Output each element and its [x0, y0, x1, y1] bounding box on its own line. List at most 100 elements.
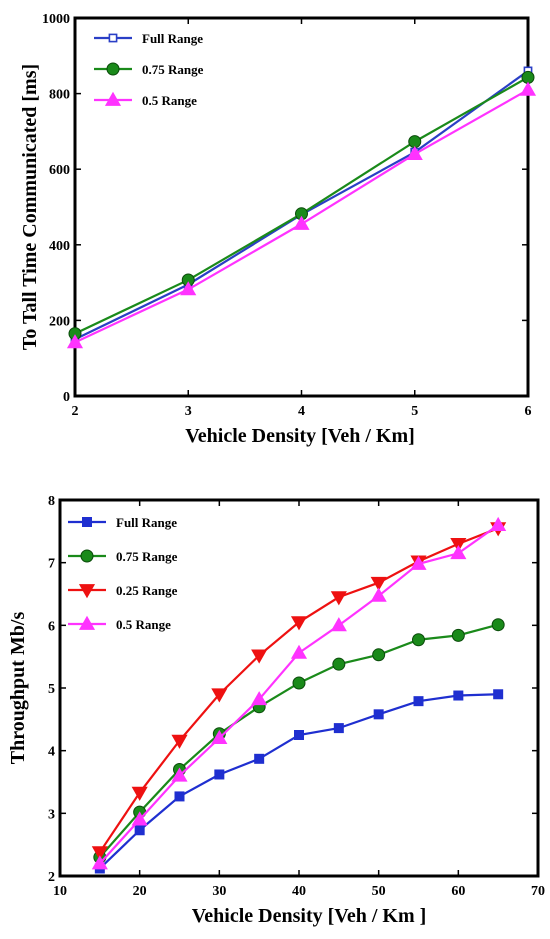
y-axis-label: Throughput Mb/s — [7, 612, 29, 765]
data-point — [370, 576, 387, 591]
data-point — [174, 791, 185, 802]
legend-label: 0.75 Range — [142, 62, 204, 77]
y-tick-label: 7 — [48, 557, 55, 572]
y-tick-label: 5 — [48, 682, 55, 697]
data-point — [406, 145, 423, 160]
series-line — [74, 76, 529, 335]
y-tick-label: 400 — [49, 239, 70, 254]
data-point — [408, 135, 422, 149]
legend-marker — [78, 584, 96, 599]
x-tick-label: 40 — [292, 884, 306, 899]
legend-label: 0.5 Range — [142, 93, 197, 108]
data-point — [412, 633, 425, 647]
data-point — [251, 691, 268, 706]
x-axis-label: Vehicle Density [Veh / Km ] — [192, 905, 427, 927]
y-tick-label: 2 — [48, 870, 55, 885]
legend-label: Full Range — [116, 515, 177, 530]
y-tick-label: 8 — [48, 494, 55, 509]
data-point — [251, 649, 268, 664]
data-point — [451, 628, 465, 642]
data-point — [293, 215, 310, 230]
legend-marker — [104, 91, 122, 106]
y-axis-label: To Tall Time Communicated [ms] — [19, 64, 41, 350]
data-point — [370, 587, 387, 602]
legend-label: Full Range — [142, 31, 203, 46]
data-point — [214, 769, 225, 780]
y-tick-label: 4 — [48, 745, 55, 760]
data-point — [519, 81, 537, 96]
x-axis-label: Vehicle Density [Veh / Km] — [185, 425, 415, 447]
series-line — [99, 693, 499, 870]
data-point — [91, 846, 108, 861]
data-point — [131, 811, 148, 826]
legend-marker — [80, 549, 94, 563]
data-point — [372, 648, 386, 662]
y-tick-label: 1000 — [42, 12, 70, 27]
data-point — [491, 618, 505, 632]
data-point — [290, 616, 308, 631]
data-point — [490, 516, 507, 531]
x-tick-label: 5 — [411, 404, 418, 419]
data-point — [171, 767, 188, 782]
data-point — [450, 537, 467, 553]
x-tick-label: 2 — [72, 404, 79, 419]
data-point — [453, 690, 464, 701]
data-point — [211, 688, 228, 703]
legend: Full Range 0.75 Range 0.5 Range — [94, 31, 204, 108]
x-tick-label: 60 — [451, 884, 465, 899]
data-point — [171, 734, 188, 749]
data-point — [134, 825, 145, 836]
x-tick-label: 10 — [53, 884, 67, 899]
chart-2: 10 20 30 40 50 60 70 2 3 4 5 6 7 8 Vehicle Density [Ve… — [7, 494, 545, 927]
y-tick-label: 0 — [63, 390, 70, 405]
x-tick-label: 20 — [133, 884, 147, 899]
series-0-5-range — [91, 516, 507, 870]
data-point — [330, 617, 347, 632]
legend-marker — [78, 615, 96, 630]
data-point — [211, 729, 228, 745]
y-tick-label: 600 — [49, 163, 70, 178]
legend: Full Range 0.75 Range 0.25 Range 0.5 Range — [68, 515, 178, 632]
x-tick-label: 70 — [531, 884, 545, 899]
x-tick-label: 50 — [372, 884, 386, 899]
data-point — [180, 281, 197, 296]
data-point — [332, 657, 346, 671]
data-point — [294, 730, 304, 740]
y-tick-label: 3 — [48, 807, 55, 822]
series-full-range — [94, 689, 504, 874]
y-tick-label: 200 — [49, 314, 70, 329]
legend-label: 0.25 Range — [116, 583, 178, 598]
data-point — [330, 591, 347, 606]
y-tick-label: 800 — [49, 88, 70, 103]
data-point — [131, 786, 148, 801]
y-tick-label: 6 — [48, 619, 55, 634]
series-line — [98, 527, 499, 853]
x-tick-label: 3 — [185, 404, 192, 419]
series-0-25-range — [91, 522, 507, 861]
legend-label: 0.75 Range — [116, 549, 178, 564]
data-point — [292, 676, 306, 690]
data-point — [91, 855, 108, 870]
data-point — [450, 545, 467, 560]
legend-marker — [108, 33, 118, 43]
data-point — [521, 70, 535, 84]
data-point — [410, 555, 427, 570]
data-point — [493, 689, 504, 700]
legend-marker — [106, 62, 120, 76]
data-point — [66, 334, 84, 349]
x-tick-label: 6 — [525, 404, 532, 419]
x-tick-label: 4 — [298, 404, 305, 419]
legend-marker — [82, 517, 92, 527]
data-point — [333, 723, 344, 734]
data-point — [290, 644, 308, 659]
series-line — [74, 70, 529, 341]
data-point — [413, 696, 424, 707]
series-0-5-range — [66, 81, 537, 349]
x-tick-label: 30 — [212, 884, 226, 899]
series-0-75-range — [68, 70, 535, 341]
chart-1: 2 3 4 5 6 0 200 400 600 800 1000 Vehicle Density [V… — [19, 12, 537, 447]
legend-label: 0.5 Range — [116, 617, 171, 632]
data-point — [254, 753, 265, 764]
data-point — [373, 709, 384, 720]
